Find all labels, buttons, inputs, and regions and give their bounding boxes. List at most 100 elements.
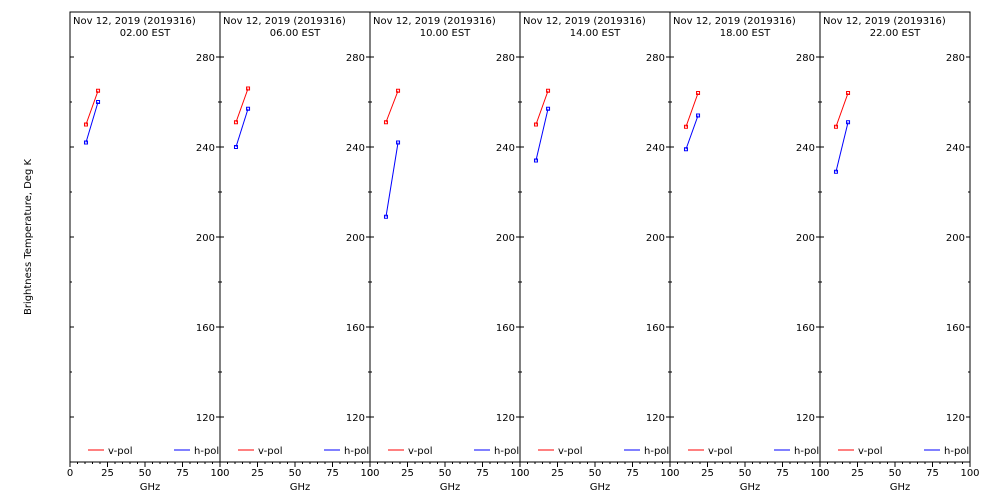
data-point-h-pol [83,140,88,145]
data-point-h-pol [546,106,551,111]
data-point-v-pol [546,88,551,93]
x-tick-label: 0 [217,468,223,479]
data-point-h-pol [683,147,688,152]
y-axis-label: Brightness Temperature, Deg K [23,159,34,316]
y-tick-label: 280 [646,53,665,64]
data-point-h-pol [846,120,851,125]
panel-title: Nov 12, 2019 (2019316) [823,16,946,27]
x-tick-label: 75 [776,468,789,479]
data-point-h-pol [833,169,838,174]
panel-title: Nov 12, 2019 (2019316) [73,16,196,27]
x-tick-label: 75 [476,468,489,479]
series-line-h-pol [535,108,549,161]
x-tick-label: 25 [701,468,714,479]
y-tick-label: 280 [946,53,965,64]
x-tick-label: 75 [326,468,339,479]
chart-panel-5: Nov 12, 2019 (2019316)22.00 EST 120 160 200… [817,11,980,493]
y-tick-label: 160 [196,323,215,334]
legend-label: h-pol [794,446,819,457]
series-line-v-pol [85,90,99,125]
data-point-v-pol [683,124,688,129]
legend-label: v-pol [108,446,133,457]
chart-panel-2: Nov 12, 2019 (2019316)10.00 EST 120 160 200… [367,11,530,493]
x-tick-label: 100 [960,468,979,479]
x-tick-label: 50 [589,468,602,479]
y-tick-label: 200 [346,233,365,244]
panel-subtitle: 14.00 EST [570,28,621,39]
data-point-v-pol [696,91,701,95]
data-point-h-pol [246,106,251,111]
data-point-v-pol [846,91,851,95]
x-tick-label: 25 [401,468,414,479]
y-tick-label: 200 [496,233,515,244]
x-tick-label: 0 [517,468,523,479]
x-axis-label: GHz [740,482,761,493]
x-tick-label: 50 [139,468,152,479]
y-tick-label: 280 [796,53,815,64]
y-tick-label: 120 [496,413,515,424]
x-tick-label: 50 [889,468,902,479]
series-line-h-pol [685,115,699,150]
data-point-v-pol [833,124,838,129]
series-line-v-pol [385,90,399,123]
legend-label: v-pol [858,446,883,457]
y-tick-label: 240 [496,143,515,154]
data-point-h-pol [233,145,238,149]
x-tick-label: 75 [626,468,639,479]
legend-label: h-pol [494,446,519,457]
y-tick-label: 200 [946,233,965,244]
series-line-h-pol [835,122,849,172]
chart-panel-4: Nov 12, 2019 (2019316)18.00 EST 120 160 200… [667,11,830,493]
y-tick-label: 280 [496,53,515,64]
x-axis-label: GHz [290,482,311,493]
panel-subtitle: 22.00 EST [870,28,921,39]
series-line-v-pol [685,92,699,127]
y-tick-label: 120 [796,413,815,424]
data-point-v-pol [383,120,388,125]
x-tick-label: 100 [810,468,829,479]
legend-label: h-pol [644,446,669,457]
panel-subtitle: 02.00 EST [120,28,171,39]
y-tick-label: 240 [346,143,365,154]
data-point-h-pol [383,214,388,219]
data-point-h-pol [396,140,401,145]
x-tick-label: 25 [101,468,114,479]
x-tick-label: 100 [210,468,229,479]
x-tick-label: 75 [926,468,939,479]
x-tick-label: 100 [360,468,379,479]
series-line-v-pol [835,92,849,127]
x-tick-label: 50 [739,468,752,479]
y-tick-label: 280 [346,53,365,64]
y-tick-label: 120 [646,413,665,424]
series-line-h-pol [385,142,399,217]
y-tick-label: 240 [946,143,965,154]
y-tick-label: 240 [646,143,665,154]
series-line-v-pol [535,90,549,125]
data-point-h-pol [96,100,101,104]
panel-subtitle: 10.00 EST [420,28,471,39]
x-tick-label: 50 [439,468,452,479]
data-point-h-pol [533,158,538,163]
x-tick-label: 0 [367,468,373,479]
panel-title: Nov 12, 2019 (2019316) [523,16,646,27]
x-axis-label: GHz [440,482,461,493]
y-tick-label: 160 [796,323,815,334]
x-tick-label: 25 [251,468,264,479]
legend-label: h-pol [194,446,219,457]
x-axis-label: GHz [140,482,161,493]
y-tick-label: 280 [196,53,215,64]
y-tick-label: 120 [346,413,365,424]
series-line-v-pol [235,88,249,123]
data-point-v-pol [96,88,101,93]
y-tick-label: 200 [646,233,665,244]
panel-title: Nov 12, 2019 (2019316) [223,16,346,27]
series-line-h-pol [85,101,99,143]
y-tick-label: 120 [946,413,965,424]
x-axis-label: GHz [890,482,911,493]
x-tick-label: 25 [551,468,564,479]
chart-panel-0: Nov 12, 2019 (2019316)02.00 EST 120 160 200… [67,11,230,493]
panel-title: Nov 12, 2019 (2019316) [673,16,796,27]
legend-label: v-pol [408,446,433,457]
